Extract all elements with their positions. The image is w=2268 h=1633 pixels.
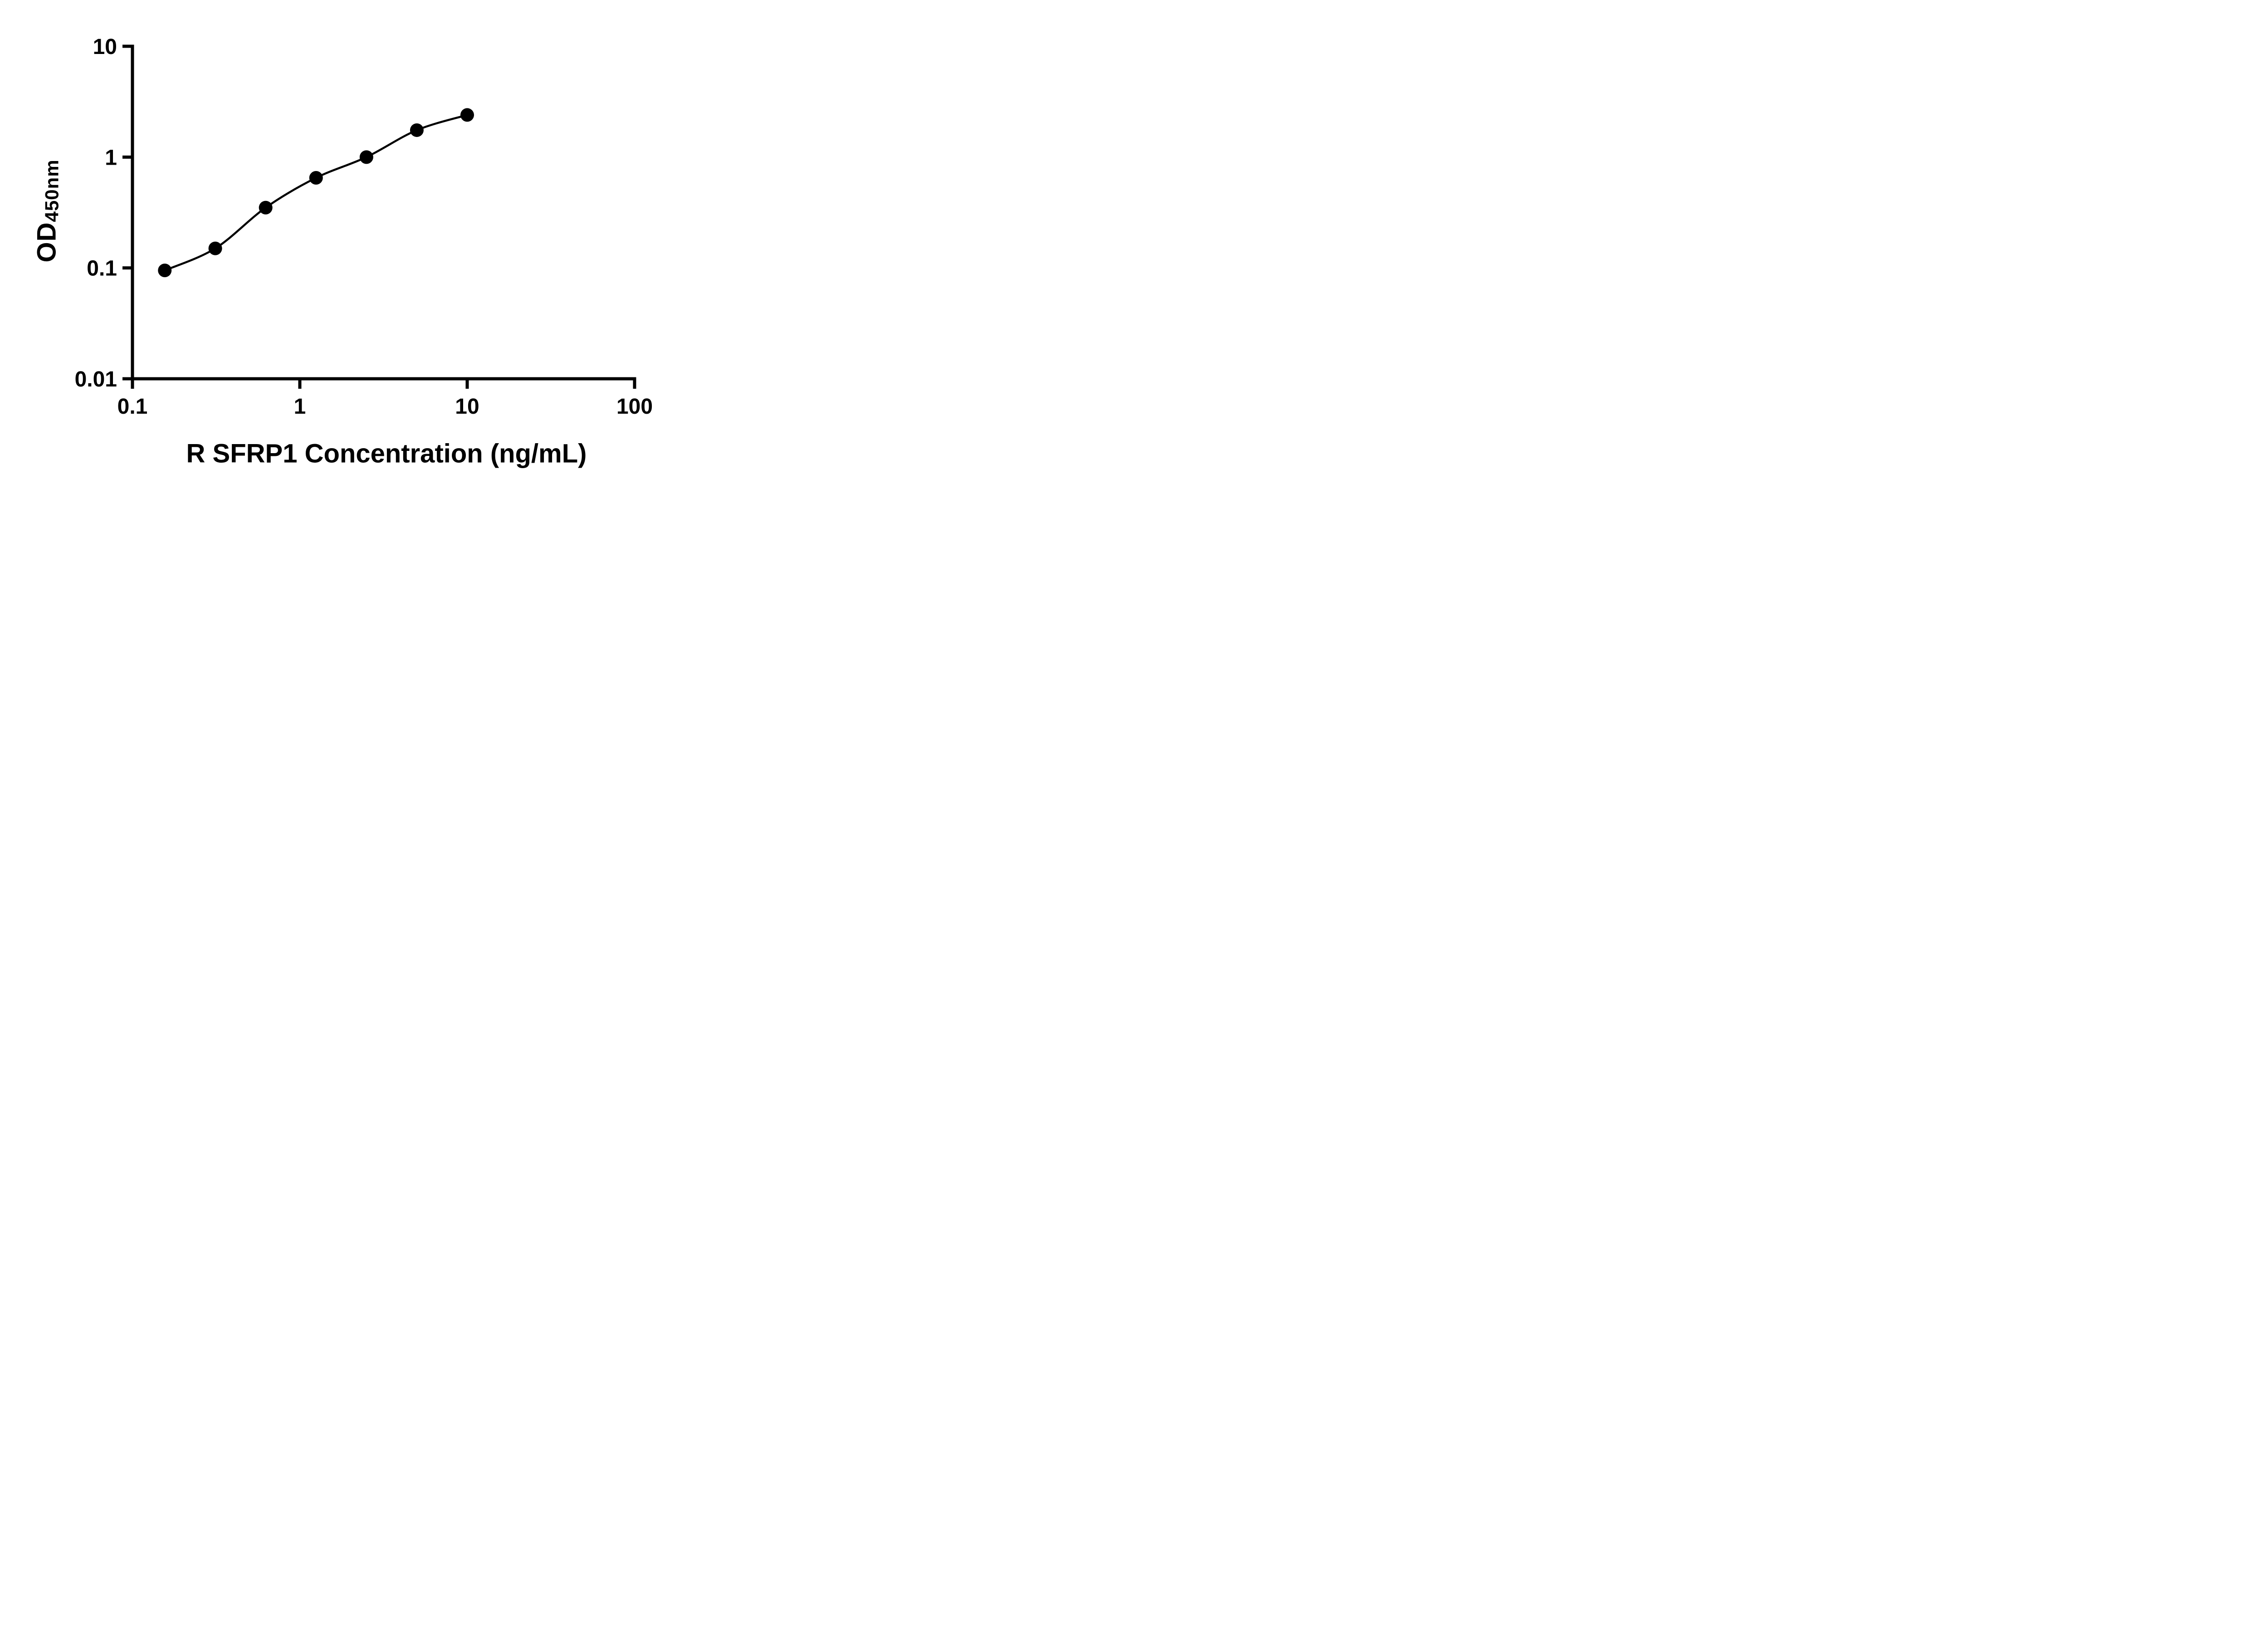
y-tick-label: 10 [93,35,117,59]
y-tick-label: 0.01 [75,367,117,391]
data-point [208,241,222,255]
y-tick-label: 1 [105,146,117,170]
data-point [158,264,172,278]
data-point [410,123,424,137]
x-tick-label: 0.1 [117,395,148,419]
data-point [309,171,323,185]
x-axis-title: R SFRP1 Concentration (ng/mL) [186,439,587,469]
chart-figure: 0.1 1 10 100 0.01 0.1 1 10 OD450nm R SFRP1 Conc… [0,0,701,492]
y-axis-title-main: OD [32,222,62,263]
data-point [359,150,373,164]
x-tick-label: 10 [455,395,479,419]
x-tick-label: 1 [294,395,306,419]
y-axis-title: OD450nm [32,159,63,263]
data-point [460,108,474,122]
y-axis-title-sub: 450nm [41,159,63,222]
y-tick-label: 0.1 [87,257,117,281]
x-tick-label: 100 [616,395,653,419]
data-point [259,200,273,215]
